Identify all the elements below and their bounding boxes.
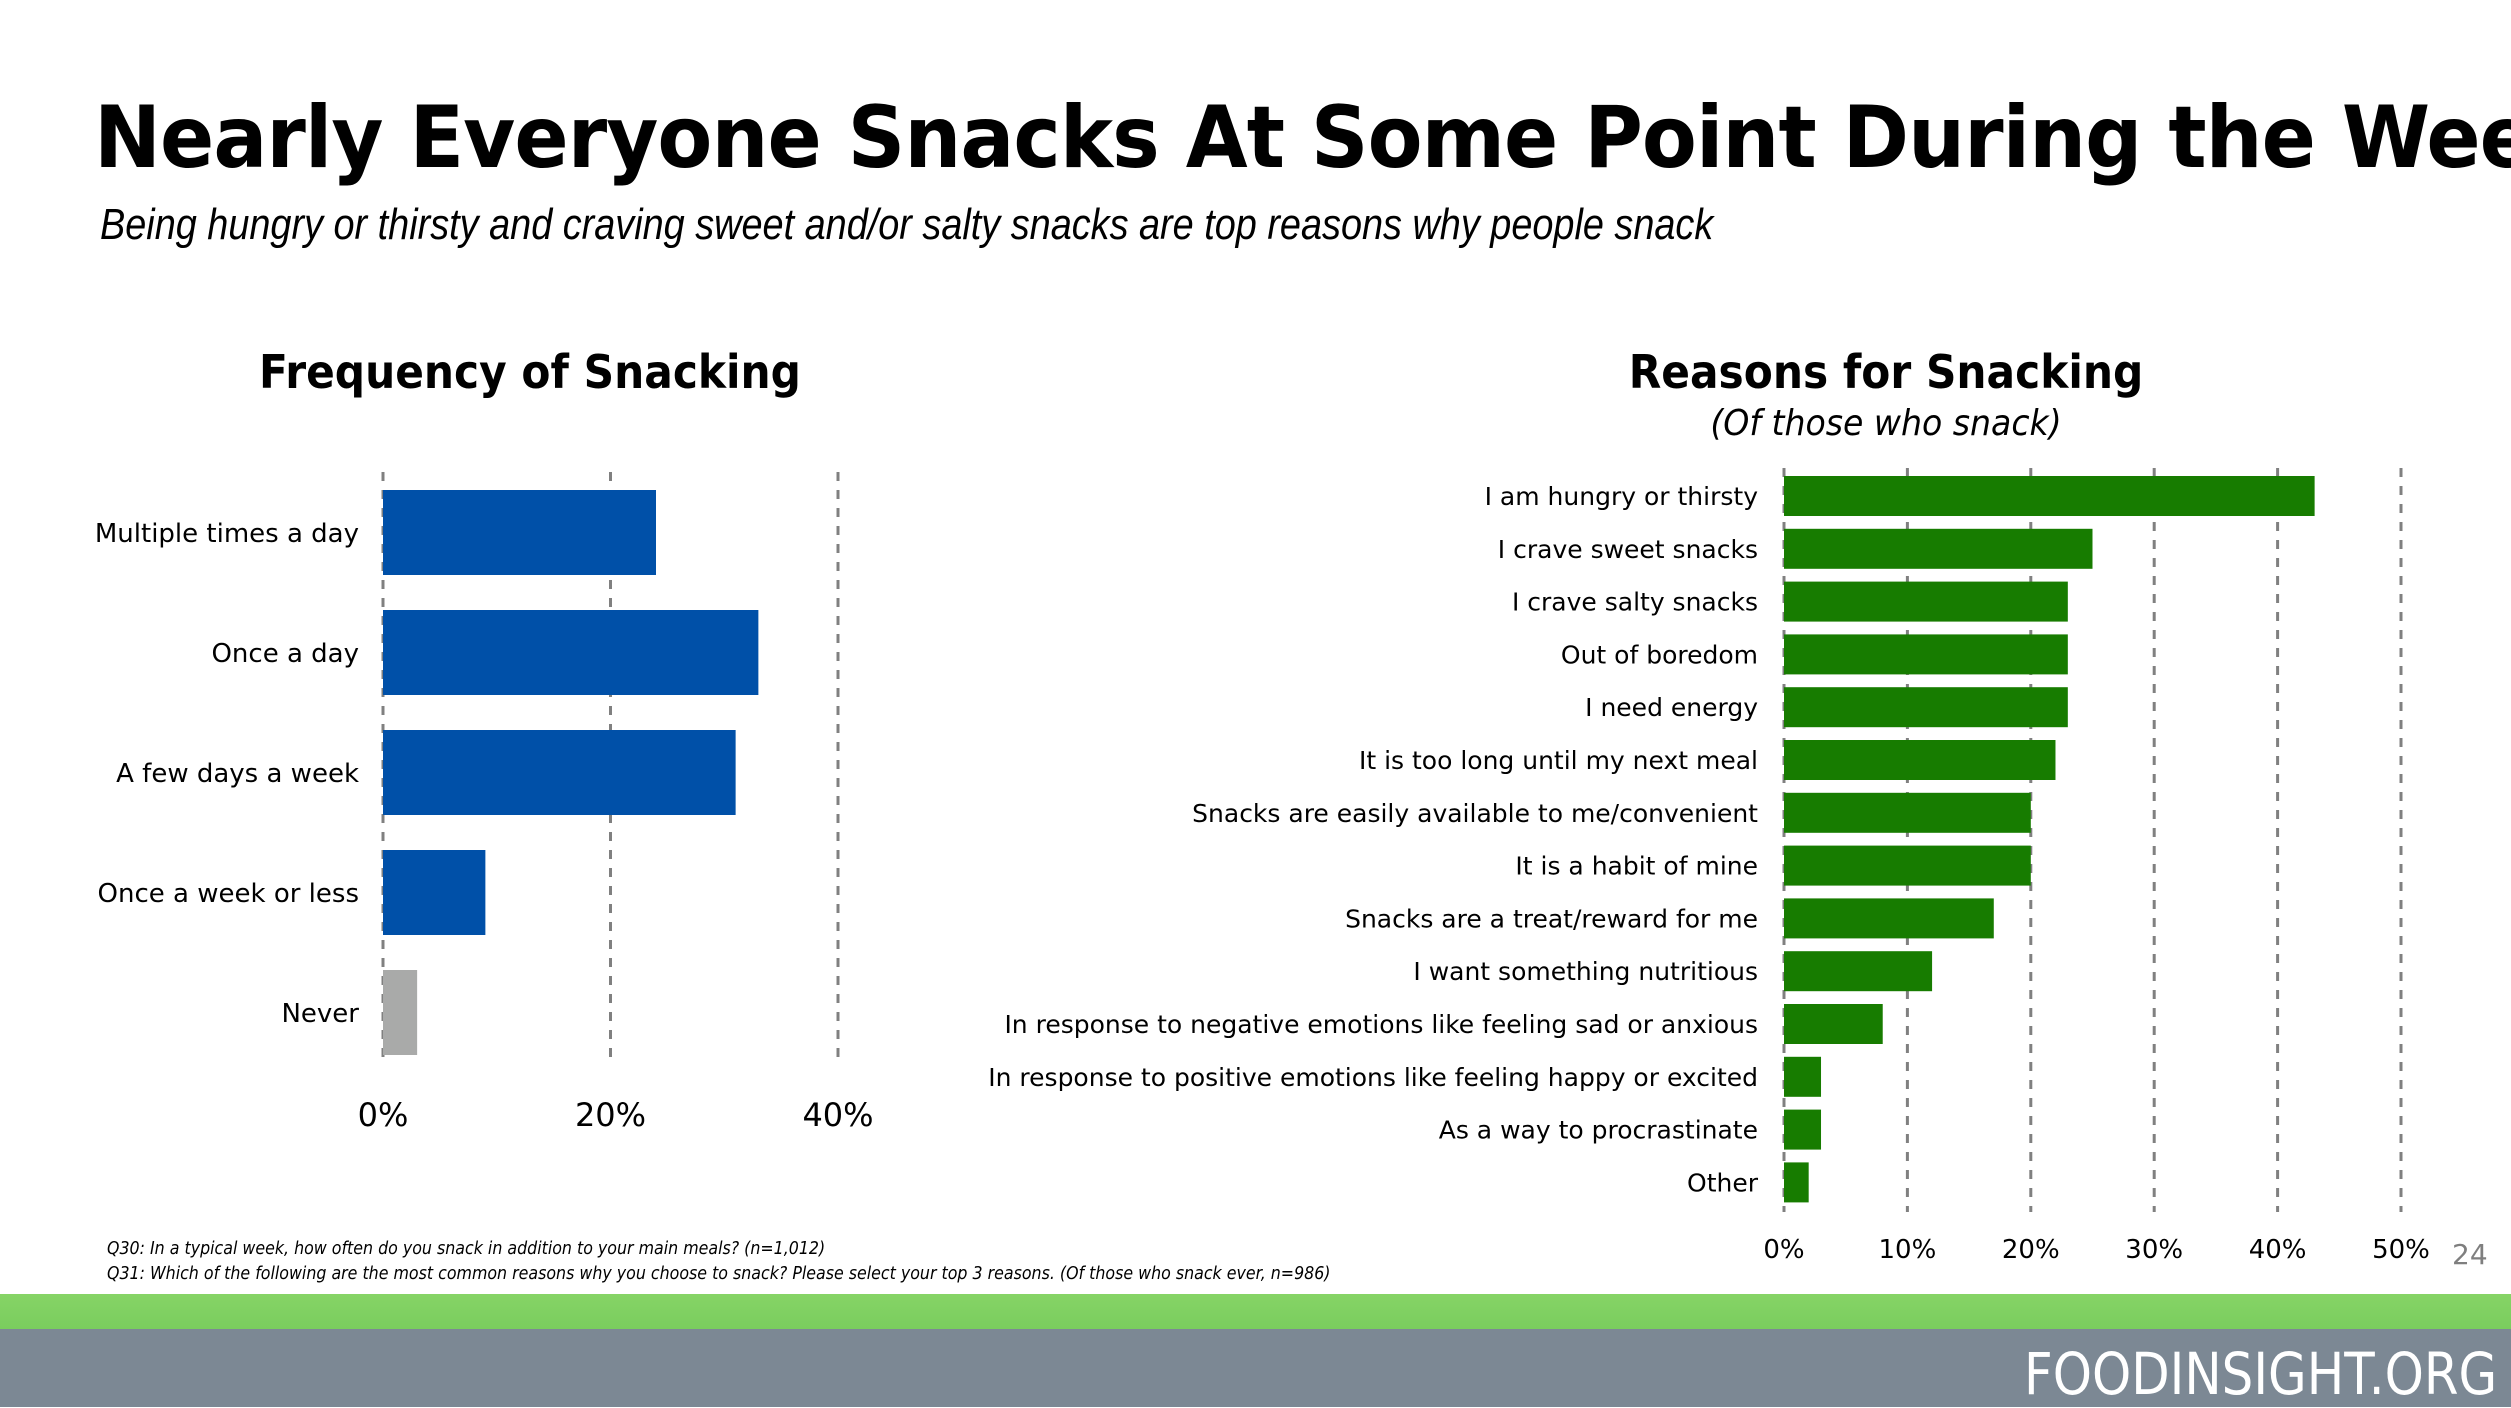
footnote-q30: Q30: In a typical week, how often do you…: [107, 1238, 826, 1259]
x-tick-label: 40%: [802, 1096, 873, 1134]
bar: [1784, 634, 2068, 675]
bar: [1784, 740, 2056, 780]
frequency-category-labels: Multiple times a day Once a day A few days…: [95, 519, 359, 1029]
bar: [1784, 528, 2093, 569]
bar: [1784, 476, 2315, 516]
x-tick-label: 40%: [2249, 1235, 2307, 1265]
bar: [383, 850, 486, 935]
reasons-axis-ticks: 0% 10% 20% 30% 40% 50%: [1763, 1235, 2430, 1265]
bar: [1784, 687, 2068, 728]
category-label: Once a week or less: [98, 879, 359, 909]
category-label: I crave salty snacks: [1512, 588, 1758, 617]
category-label: Snacks are a treat/reward for me: [1345, 904, 1758, 933]
category-label: I crave sweet snacks: [1498, 535, 1758, 564]
bar: [1784, 898, 1994, 939]
bar: [1784, 792, 2031, 833]
bar: [1784, 1056, 1822, 1097]
reasons-chart-title: Reasons for Snacking: [1628, 345, 2144, 399]
x-tick-label: 30%: [2125, 1235, 2183, 1265]
x-tick-label: 10%: [1879, 1235, 1937, 1265]
category-label: Other: [1687, 1168, 1759, 1197]
category-label: In response to positive emotions like fe…: [988, 1063, 1758, 1092]
bar: [383, 490, 656, 575]
slide-subtitle: Being hungry or thirsty and craving swee…: [100, 200, 1714, 249]
bar: [1784, 581, 2068, 622]
category-label: Multiple times a day: [95, 519, 359, 549]
category-label: It is too long until my next meal: [1359, 746, 1758, 775]
bar: [383, 730, 736, 815]
footer-green-band: [0, 1294, 2511, 1329]
footer-brand: FOODINSIGHT.ORG: [2023, 1340, 2497, 1408]
bar: [1784, 951, 1933, 992]
frequency-bars: [383, 490, 759, 1055]
bar: [1784, 1109, 1822, 1150]
category-label: I want something nutritious: [1413, 957, 1758, 986]
x-tick-label: 0%: [358, 1096, 409, 1134]
category-label: A few days a week: [116, 759, 359, 789]
bar: [1784, 1004, 1883, 1044]
reasons-gridlines: [1782, 468, 2403, 1212]
footnote-q31: Q31: Which of the following are the most…: [107, 1263, 1331, 1284]
bar: [383, 610, 759, 695]
footnotes: Q30: In a typical week, how often do you…: [107, 1236, 1330, 1286]
x-tick-label: 20%: [2002, 1235, 2060, 1265]
frequency-chart: Multiple times a day Once a day A few days…: [95, 472, 874, 1134]
reasons-chart: I am hungry or thirsty I crave sweet snac…: [988, 468, 2430, 1265]
slide-title: Nearly Everyone Snacks At Some Point Dur…: [94, 88, 2511, 188]
x-tick-label: 0%: [1763, 1235, 1804, 1265]
reasons-chart-subtitle: (Of those who snack): [1710, 403, 2062, 444]
category-label: I am hungry or thirsty: [1485, 482, 1759, 511]
category-label: As a way to procrastinate: [1439, 1116, 1758, 1145]
category-label: In response to negative emotions like fe…: [1004, 1010, 1758, 1039]
category-label: It is a habit of mine: [1515, 852, 1758, 881]
category-label: Snacks are easily available to me/conven…: [1192, 799, 1758, 828]
bar: [1784, 845, 2031, 886]
frequency-chart-title: Frequency of Snacking: [259, 345, 801, 399]
category-label: Once a day: [211, 639, 359, 669]
category-label: Out of boredom: [1561, 640, 1758, 669]
page-number: 24: [2452, 1238, 2488, 1271]
category-label: I need energy: [1585, 693, 1758, 722]
x-tick-label: 20%: [575, 1096, 646, 1134]
frequency-axis-ticks: 0% 20% 40%: [358, 1096, 874, 1134]
footer-gray-band: [0, 1329, 2511, 1407]
bar: [383, 970, 418, 1055]
reasons-bars: [1784, 476, 2315, 1203]
reasons-category-labels: I am hungry or thirsty I crave sweet snac…: [988, 482, 1758, 1197]
x-tick-label: 50%: [2372, 1235, 2430, 1265]
bar: [1784, 1162, 1809, 1203]
category-label: Never: [281, 999, 359, 1029]
